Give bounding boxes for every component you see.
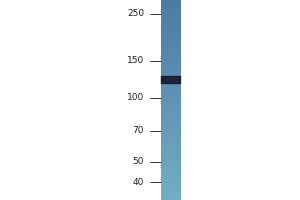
Text: 100: 100 [127,93,144,102]
Text: 50: 50 [133,157,144,166]
Text: 150: 150 [127,56,144,65]
Text: 40: 40 [133,178,144,187]
Text: 250: 250 [127,9,144,18]
Text: 70: 70 [133,126,144,135]
